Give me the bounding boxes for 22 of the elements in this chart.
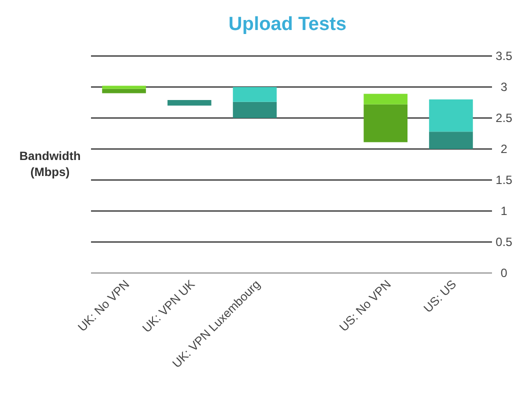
bar [364, 94, 408, 104]
y-tick-label: 2 [500, 142, 508, 156]
y-axis-title: Bandwidth (Mbps) [19, 149, 81, 179]
y-tick-label: 2.5 [496, 111, 513, 126]
y-tick-label: 1 [500, 204, 508, 218]
bar [232, 102, 277, 118]
bar [102, 88, 146, 94]
y-tick-label: 0.5 [496, 235, 513, 250]
bar [429, 132, 473, 149]
x-tick-label: US: US [420, 277, 460, 316]
y-tick-label: 3 [500, 80, 508, 94]
x-tick-label: UK: No VPN [75, 277, 132, 334]
y-tick-label: 0 [500, 266, 508, 280]
x-tick-label: US: No VPN [336, 277, 394, 334]
y-tick-label: 1.5 [496, 173, 513, 188]
bar [168, 100, 212, 106]
chart-title: Upload Tests [228, 14, 346, 35]
bar [102, 86, 146, 89]
bar [364, 104, 408, 142]
bar [232, 87, 277, 102]
bar [429, 99, 473, 132]
y-tick-label: 3.5 [496, 49, 513, 64]
